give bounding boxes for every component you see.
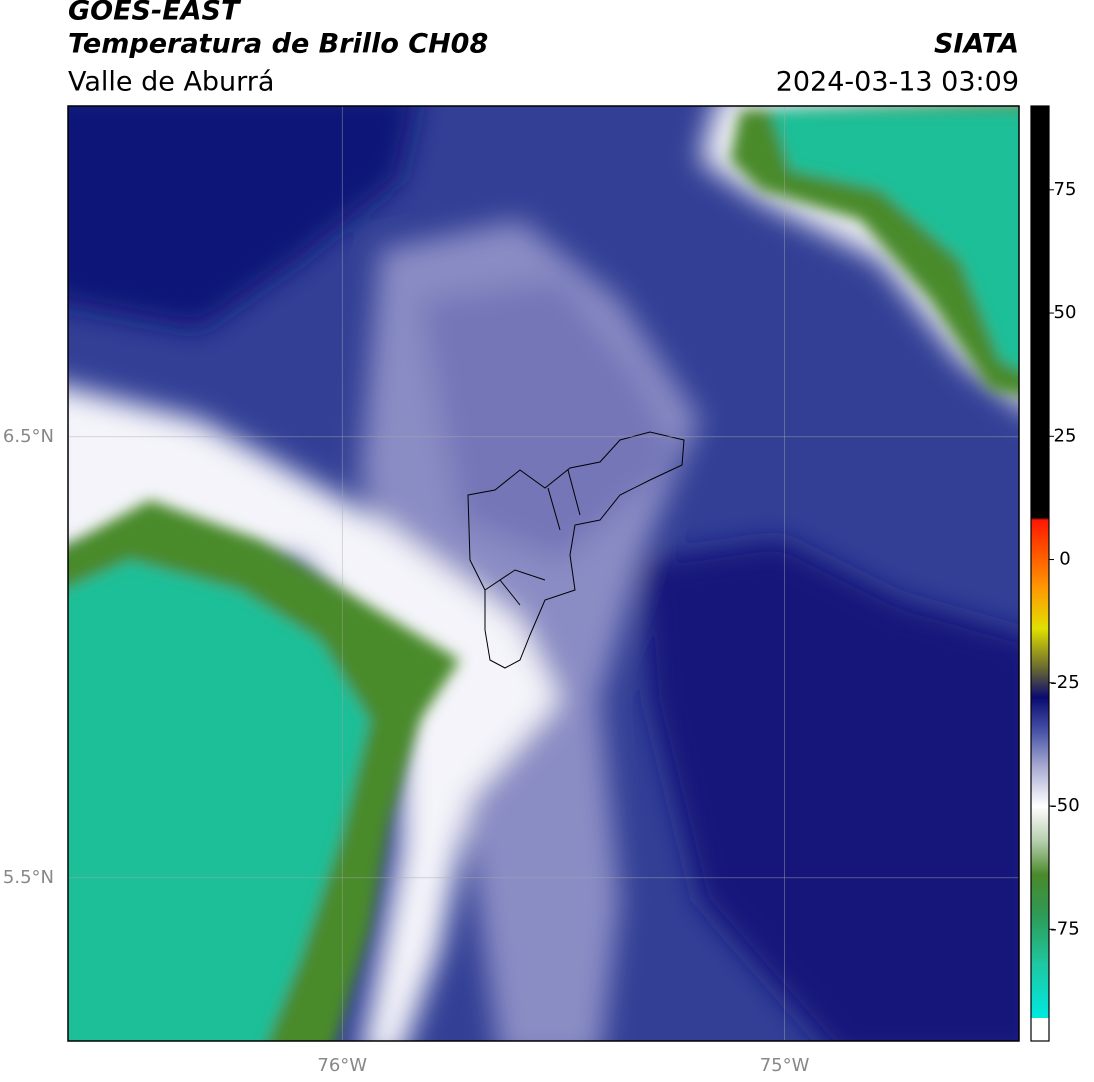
colorbar-under <box>1031 1018 1049 1041</box>
map-frame <box>67 105 1020 1042</box>
y-tick-label: 5.5°N <box>3 867 54 888</box>
colorbar-tick-label: -25 <box>1050 672 1079 693</box>
colorbar-tick-label: 50 <box>1054 302 1077 323</box>
boundary <box>467 431 685 669</box>
x-tick-label: 75°W <box>760 1055 810 1076</box>
colorbar-frame <box>1030 105 1050 1042</box>
source: SIATA <box>934 29 1019 60</box>
title: GOES-EAST <box>68 0 242 27</box>
map-image <box>68 106 1019 1041</box>
subtitle: Temperatura de Brillo CH08 <box>68 29 488 60</box>
region: Valle de Aburrá <box>68 67 274 98</box>
colorbar-tick-label: 25 <box>1054 425 1077 446</box>
x-tick-label: 76°W <box>317 1055 367 1076</box>
colorbar-tick-label: 0 <box>1059 549 1070 570</box>
datetime: 2024-03-13 03:09 <box>776 67 1019 98</box>
colorbar-tick-label: 75 <box>1054 179 1077 200</box>
colorbar <box>1031 106 1049 1018</box>
colorbar-tick-label: -50 <box>1050 795 1079 816</box>
colorbar-tick-label: -75 <box>1050 918 1079 939</box>
y-tick-label: 6.5°N <box>3 426 54 447</box>
